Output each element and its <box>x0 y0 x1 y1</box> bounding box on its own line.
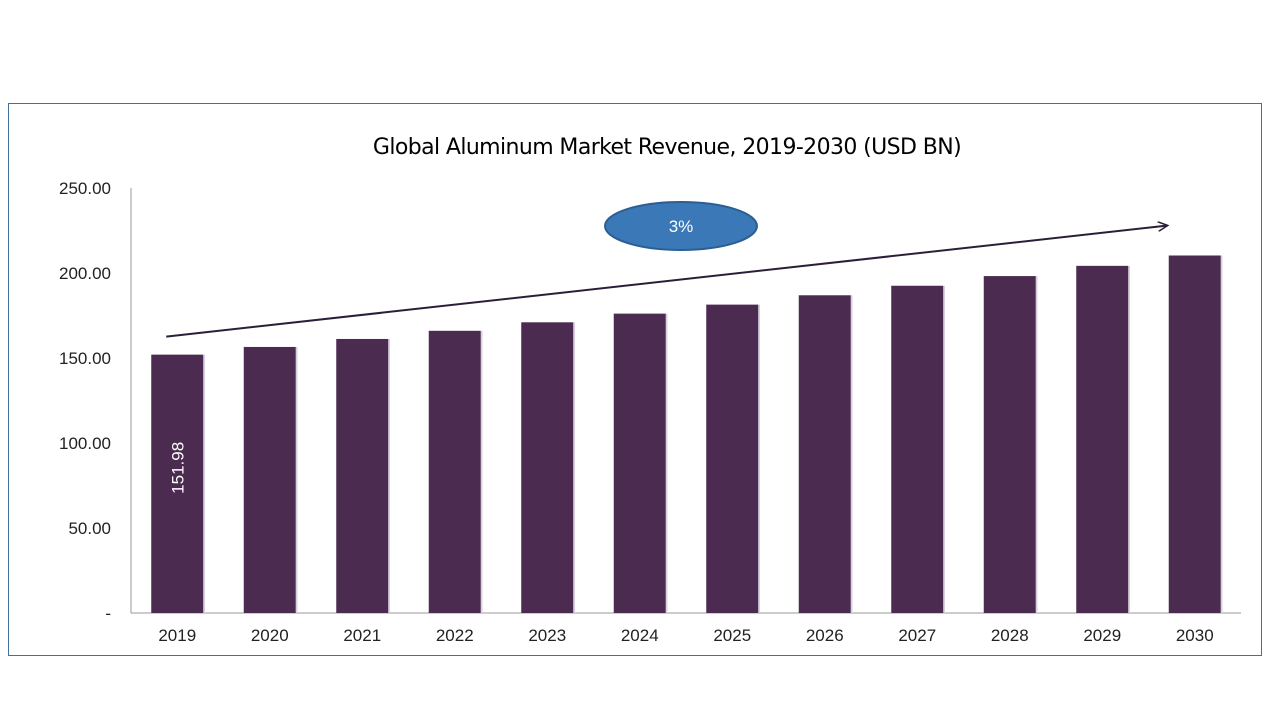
x-tick-label: 2030 <box>1176 626 1214 645</box>
x-tick-label: 2025 <box>713 626 751 645</box>
x-tick-label: 2020 <box>251 626 289 645</box>
y-tick-label: 100.00 <box>59 434 111 453</box>
bar <box>1168 255 1221 614</box>
x-tick-label: 2023 <box>528 626 566 645</box>
data-label: 151.98 <box>168 442 187 494</box>
chart-title: Global Aluminum Market Revenue, 2019-203… <box>373 135 961 160</box>
cagr-bubble <box>604 201 758 251</box>
x-tick-label: 2021 <box>343 626 381 645</box>
trend-arrow <box>166 225 1168 338</box>
y-tick-label: 250.00 <box>59 179 111 198</box>
x-tick-label: 2019 <box>158 626 196 645</box>
x-tick-label: 2024 <box>621 626 659 645</box>
x-tick-label: 2028 <box>991 626 1029 645</box>
bar-chart: Global Aluminum Market Revenue, 2019-203… <box>59 135 1241 645</box>
bars: 151.98 <box>151 255 1223 614</box>
bar <box>891 285 944 613</box>
x-tick-label: 2026 <box>806 626 844 645</box>
y-tick-label: 200.00 <box>59 264 111 283</box>
chart-frame: Global Aluminum Market Revenue, 2019-203… <box>8 103 1262 656</box>
y-tick-label: - <box>105 604 111 623</box>
y-axis: - 50.00 100.00 150.00 200.00 250.00 <box>59 179 132 623</box>
y-tick-label: 150.00 <box>59 349 111 368</box>
bar <box>521 322 574 613</box>
x-tick-label: 2027 <box>898 626 936 645</box>
x-tick-label: 2022 <box>436 626 474 645</box>
bar <box>336 338 389 613</box>
bar <box>428 330 481 613</box>
bar <box>798 295 851 613</box>
cagr-label: 3% <box>669 217 694 236</box>
bar <box>243 346 296 613</box>
bar <box>983 276 1036 613</box>
x-axis: 2019 2020 2021 2022 2023 2024 2025 2026 2027 2028… <box>131 612 1241 645</box>
bar <box>1076 265 1129 613</box>
bar <box>613 313 666 613</box>
bar <box>151 354 204 613</box>
bar <box>706 304 759 613</box>
y-tick-label: 50.00 <box>68 519 111 538</box>
x-tick-label: 2029 <box>1083 626 1121 645</box>
annotations: 3% <box>166 201 1168 338</box>
